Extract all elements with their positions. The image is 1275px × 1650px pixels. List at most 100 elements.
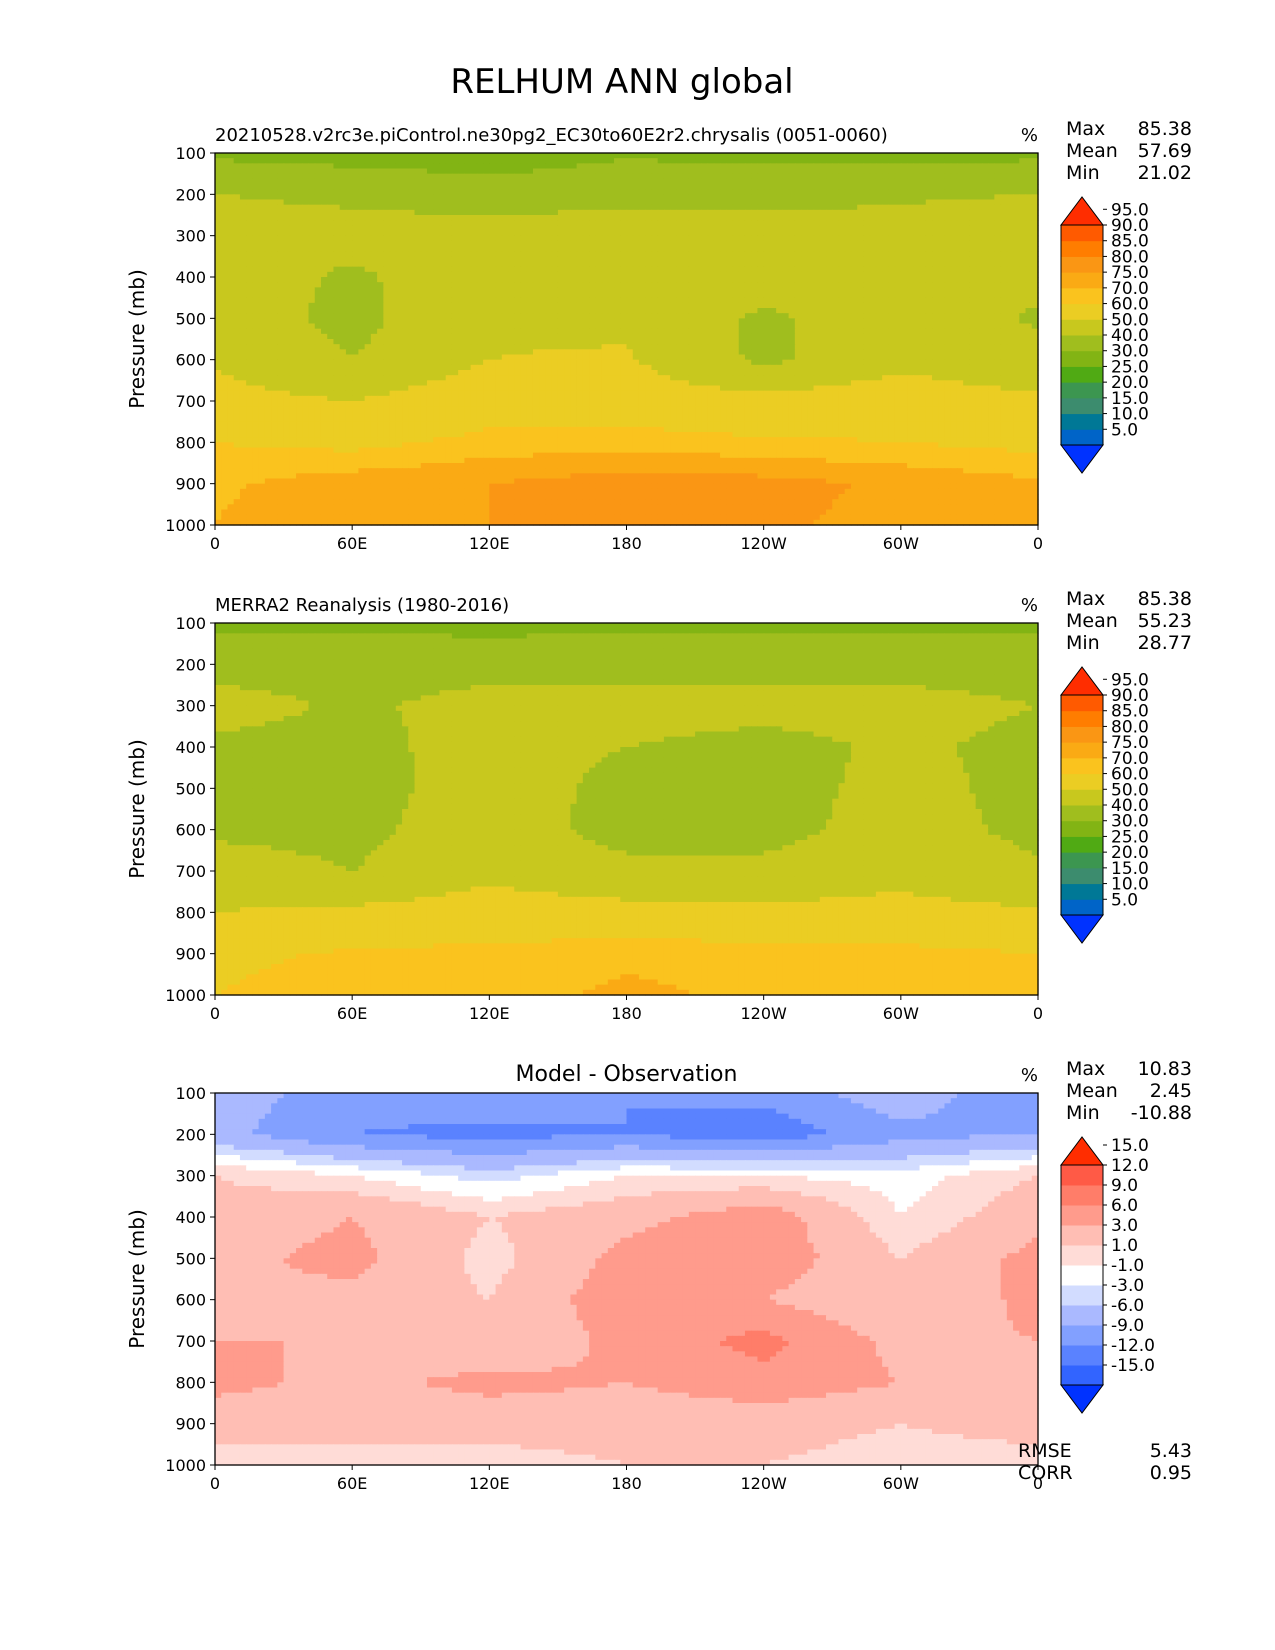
heatmap-cell [863, 318, 871, 325]
heatmap-cell [844, 246, 852, 252]
heatmap-cell [888, 251, 896, 257]
heatmap-cell [620, 158, 628, 164]
heatmap-cell [476, 282, 484, 288]
heatmap-cell [1031, 246, 1039, 252]
heatmap-cell [501, 339, 509, 345]
heatmap-cell [738, 323, 746, 330]
heatmap-cell [801, 240, 808, 247]
heatmap-cell [370, 287, 378, 294]
heatmap-cell [651, 158, 659, 164]
heatmap-cell [333, 246, 341, 252]
heatmap-cell [358, 225, 366, 232]
heatmap-cell [907, 251, 914, 257]
heatmap-cell [370, 277, 378, 283]
heatmap-cell [352, 292, 359, 299]
heatmap-cell [227, 282, 235, 288]
heatmap-cell [850, 251, 858, 257]
heatmap-cell [651, 184, 659, 190]
heatmap-cell [607, 204, 615, 211]
heatmap-cell [981, 297, 989, 304]
heatmap-cell [738, 184, 746, 190]
heatmap-cell [632, 292, 640, 299]
heatmap-cell [744, 178, 752, 185]
heatmap-cell [701, 240, 709, 247]
heatmap-cell [651, 344, 659, 350]
heatmap-cell [557, 271, 565, 278]
heatmap-cell [944, 328, 952, 335]
heatmap-cell [289, 339, 297, 345]
heatmap-cell [907, 173, 914, 180]
heatmap-cell [470, 277, 478, 283]
heatmap-cell [769, 251, 777, 257]
heatmap-cell [476, 204, 484, 211]
heatmap-cell [838, 173, 846, 180]
heatmap-cell [408, 173, 416, 180]
heatmap-cell [314, 189, 322, 195]
heatmap-cell [352, 297, 359, 304]
heatmap-cell [900, 225, 908, 232]
heatmap-cell [819, 230, 827, 237]
heatmap-cell [919, 204, 927, 211]
heatmap-cell [1013, 209, 1020, 216]
heatmap-cell [632, 323, 640, 330]
heatmap-cell [713, 199, 721, 206]
heatmap-cell [402, 261, 409, 268]
heatmap-cell [900, 339, 908, 345]
heatmap-cell [589, 184, 596, 190]
heatmap-cell [227, 292, 235, 299]
heatmap-cell [907, 277, 914, 283]
heatmap-cell [426, 282, 434, 288]
heatmap-cell [320, 313, 328, 319]
heatmap-cell [894, 230, 902, 237]
heatmap-cell [246, 266, 253, 273]
heatmap-cell [850, 163, 858, 170]
heatmap-cell [701, 271, 709, 278]
heatmap-cell [439, 297, 447, 304]
heatmap-cell [476, 194, 484, 201]
heatmap-cell [233, 292, 241, 299]
heatmap-cell [221, 225, 229, 232]
heatmap-cell [657, 209, 665, 216]
heatmap-cell [888, 328, 896, 335]
heatmap-cell [956, 251, 964, 257]
heatmap-cell [589, 204, 596, 211]
heatmap-cell [614, 333, 621, 340]
heatmap-cell [838, 184, 846, 190]
heatmap-cell [807, 225, 815, 232]
heatmap-cell [819, 178, 827, 185]
heatmap-cell [907, 163, 914, 170]
heatmap-cell [327, 261, 335, 268]
heatmap-cell [557, 168, 565, 175]
heatmap-cell [271, 173, 278, 180]
heatmap-cell [582, 235, 590, 242]
heatmap-cell [794, 328, 802, 335]
heatmap-cell [345, 163, 353, 170]
heatmap-cell [1006, 246, 1014, 252]
heatmap-cell [333, 153, 341, 159]
heatmap-cell [776, 256, 783, 263]
heatmap-cell [925, 282, 933, 288]
heatmap-cell [695, 328, 702, 335]
heatmap-cell [570, 261, 578, 268]
heatmap-cell [439, 173, 447, 180]
heatmap-cell [445, 266, 453, 273]
heatmap-cell [801, 158, 808, 164]
heatmap-cell [526, 173, 534, 180]
heatmap-cell [969, 302, 977, 309]
heatmap-cell [451, 246, 459, 252]
heatmap-cell [944, 184, 952, 190]
heatmap-cell [333, 240, 341, 247]
heatmap-cell [352, 235, 359, 242]
heatmap-cell [476, 318, 484, 325]
heatmap-cell [913, 282, 921, 288]
heatmap-cell [508, 215, 515, 221]
heatmap-cell [589, 199, 596, 206]
heatmap-cell [738, 220, 746, 226]
heatmap-cell [744, 194, 752, 201]
heatmap-cell [508, 251, 515, 257]
heatmap-cell [1000, 184, 1008, 190]
heatmap-cell [707, 297, 715, 304]
heatmap-cell [1025, 230, 1033, 237]
heatmap-cell [670, 251, 677, 257]
heatmap-cell [576, 344, 584, 350]
